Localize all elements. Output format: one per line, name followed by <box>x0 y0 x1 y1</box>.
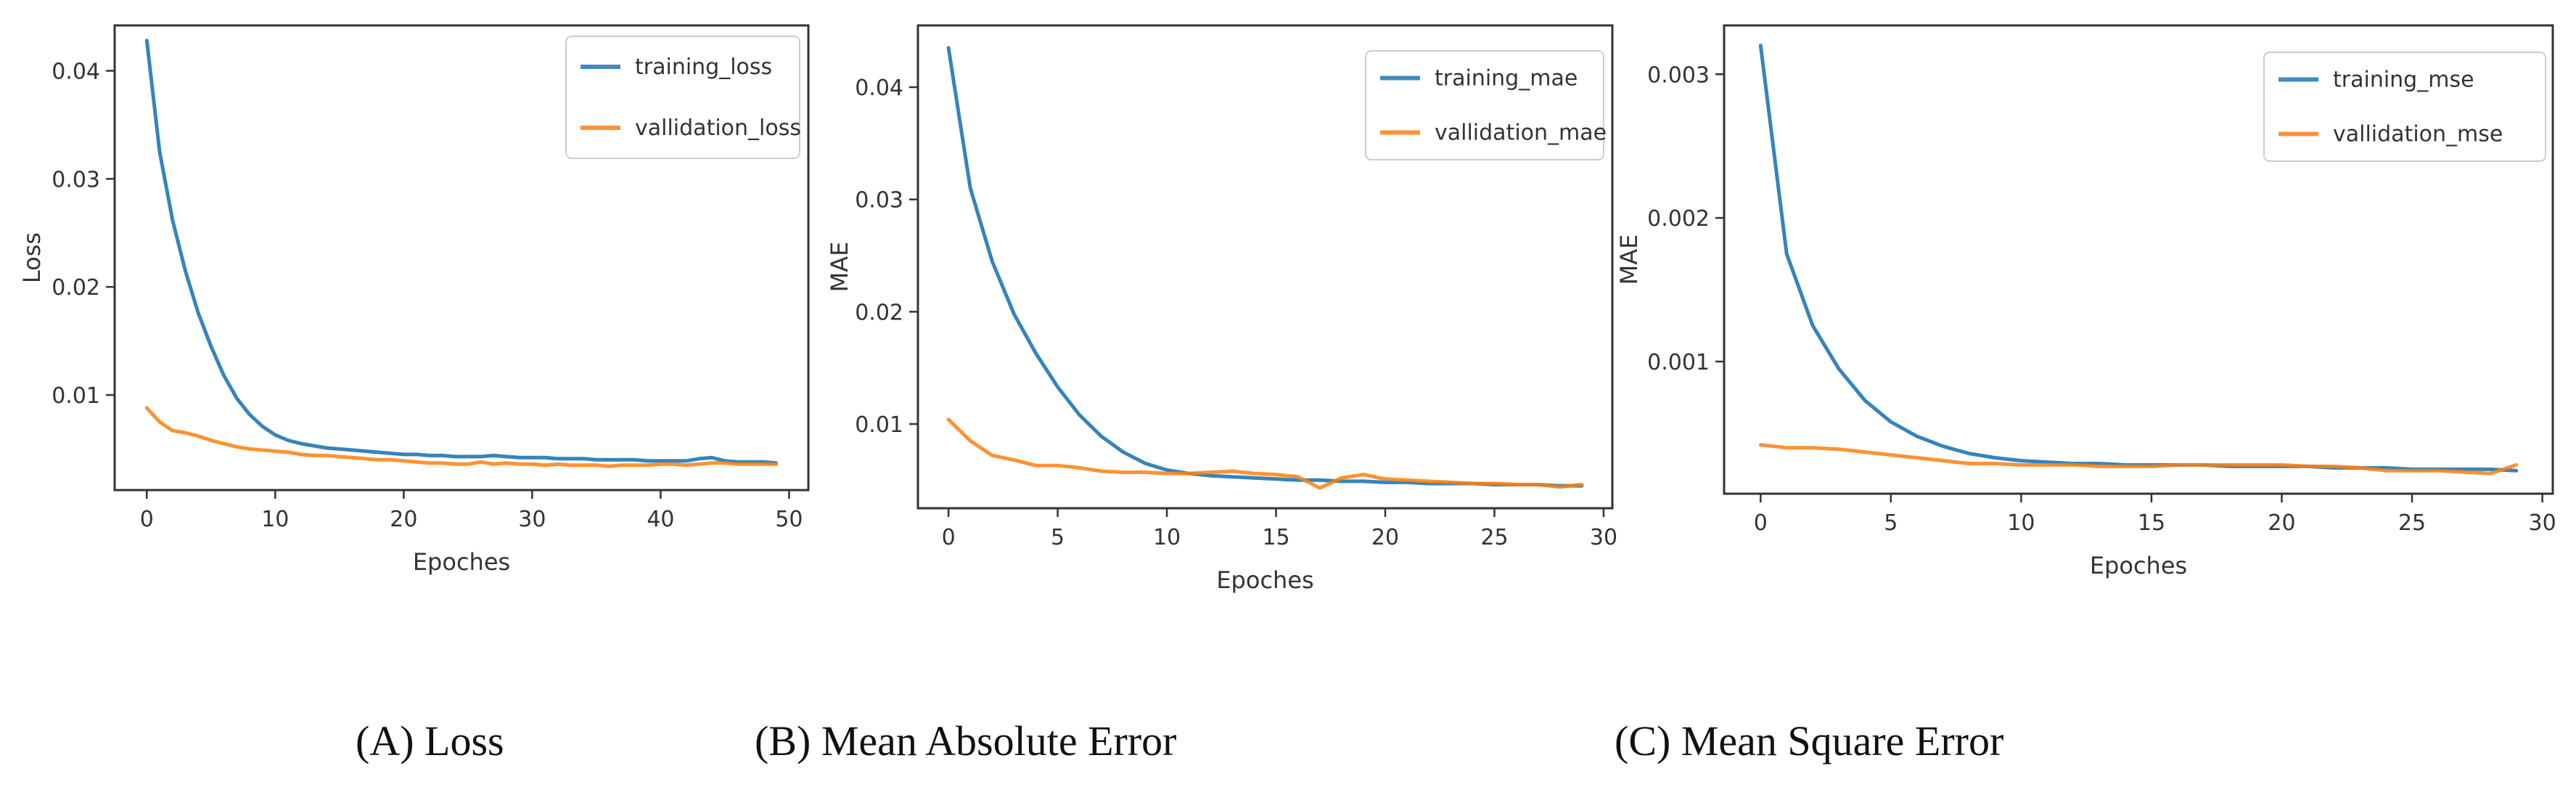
axes-frame <box>916 24 1614 510</box>
x-tick-label: 5 <box>1051 525 1065 550</box>
x-tick-label: 30 <box>518 507 546 532</box>
x-tick-label: 10 <box>261 507 289 532</box>
x-tick-label: 0 <box>942 525 956 550</box>
series-line-training_loss <box>144 38 779 465</box>
legend: training_loss vallidation_loss <box>565 36 801 159</box>
x-tick-label: 15 <box>2138 510 2165 536</box>
y-tick-label: 0.002 <box>1647 206 1710 232</box>
legend-label-training_mae: training_mae <box>1435 66 1578 91</box>
y-tick-label: 0.04 <box>52 60 100 85</box>
x-tick-label: 30 <box>2529 510 2556 536</box>
x-tick-label: 30 <box>1590 525 1617 550</box>
axes-frame <box>113 24 810 492</box>
y-axis-label: MAE <box>826 242 853 293</box>
legend-label-training_mse: training_mse <box>2333 68 2474 93</box>
x-axis-label: Epoches <box>413 548 510 576</box>
panel-caption: (B) Mean Absolute Error <box>755 717 1176 765</box>
x-axis-label: Epoches <box>1216 566 1313 594</box>
legend-label-training_loss: training_loss <box>635 54 772 80</box>
panel-caption: (A) Loss <box>356 717 504 765</box>
legend-label-vallidation_mae: vallidation_mae <box>1435 121 1607 146</box>
x-tick-label: 20 <box>1371 525 1399 550</box>
x-tick-label: 40 <box>647 507 674 532</box>
x-tick-label: 0 <box>140 507 154 532</box>
axes-frame <box>1723 24 2554 495</box>
legend-box <box>2263 52 2546 162</box>
y-tick-label: 0.01 <box>855 412 903 438</box>
x-tick-label: 5 <box>1884 510 1898 536</box>
legend: training_mae vallidation_mae <box>1365 50 1607 160</box>
series-line-vallidation_loss <box>144 406 779 468</box>
y-tick-label: 0.03 <box>52 167 100 192</box>
y-axis-label: Loss <box>18 232 46 283</box>
x-axis-label: Epoches <box>2090 552 2187 579</box>
y-axis-label: MAE <box>1615 235 1643 285</box>
x-tick-label: 25 <box>1480 525 1508 550</box>
y-tick-label: 0.01 <box>52 383 100 409</box>
legend-label-vallidation_mse: vallidation_mse <box>2333 122 2503 147</box>
y-tick-label: 0.003 <box>1647 62 1710 88</box>
x-tick-label: 10 <box>1153 525 1181 550</box>
panel-caption: (C) Mean Square Error <box>1615 717 2003 765</box>
chart-2: 0 5 10 15 20 25 30 0.001 0.002 0.003 Epoches MAE tra… <box>1615 24 2556 765</box>
y-tick-label: 0.04 <box>855 76 903 101</box>
x-tick-label: 0 <box>1754 510 1768 536</box>
legend-label-vallidation_loss: vallidation_loss <box>635 115 801 141</box>
chart-0: 0 10 20 30 40 50 0.01 0.02 0.03 0.04 Epoches Loss tr… <box>18 24 810 765</box>
x-tick-label: 15 <box>1262 525 1289 550</box>
x-tick-label: 20 <box>2268 510 2295 536</box>
x-tick-label: 20 <box>390 507 417 532</box>
x-tick-label: 10 <box>2007 510 2035 536</box>
chart-1: 0 5 10 15 20 25 30 0.01 0.02 0.03 0.04 Epoches MAE tr… <box>755 24 1617 765</box>
legend-box <box>565 36 800 159</box>
y-tick-label: 0.02 <box>855 300 903 325</box>
series-line-vallidation_mse <box>1758 443 2519 476</box>
y-tick-label: 0.001 <box>1647 350 1710 375</box>
y-tick-label: 0.02 <box>52 275 100 301</box>
legend: training_mse vallidation_mse <box>2263 52 2546 162</box>
y-tick-label: 0.03 <box>855 188 903 213</box>
legend-box <box>1365 50 1604 160</box>
x-tick-label: 25 <box>2398 510 2426 536</box>
x-tick-label: 50 <box>775 507 803 532</box>
series-line-vallidation_mae <box>946 417 1584 490</box>
